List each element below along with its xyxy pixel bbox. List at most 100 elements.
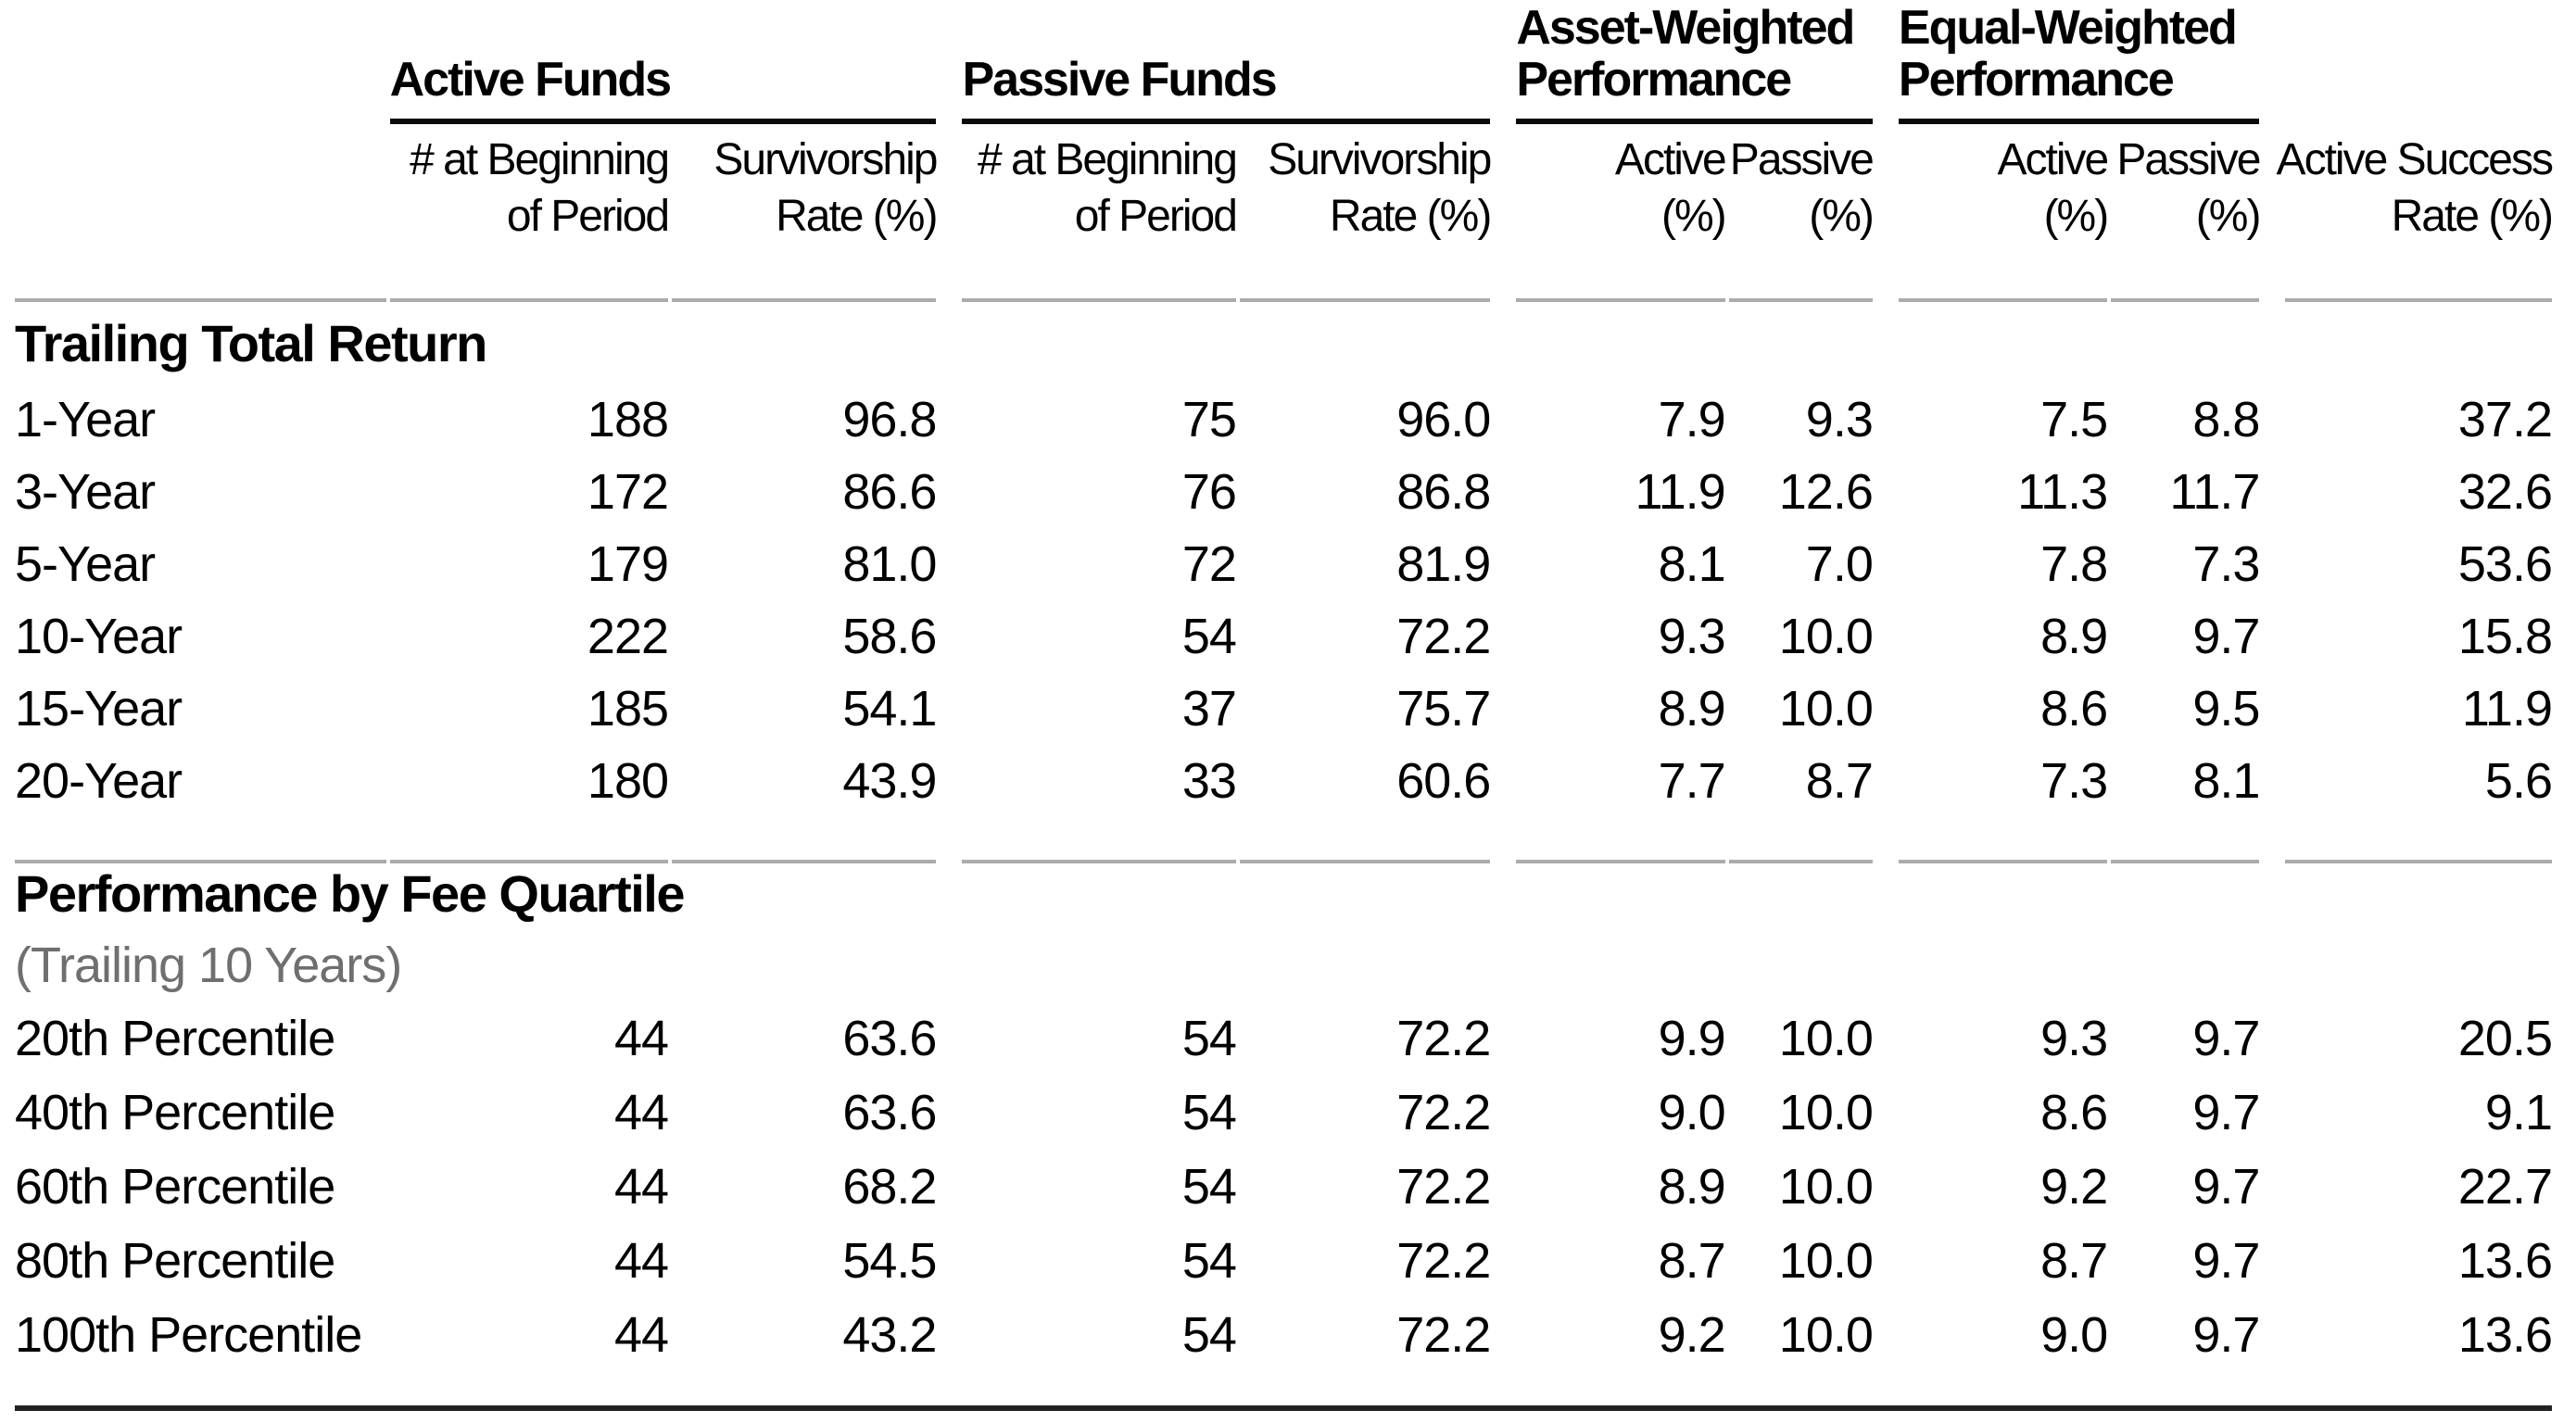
cell: 54.5 — [842, 1233, 937, 1289]
group-header-active-funds: Active Funds — [389, 0, 937, 124]
cell: 7.3 — [2192, 536, 2260, 592]
cell: 76 — [1181, 464, 1237, 520]
cell: 8.6 — [2040, 1085, 2108, 1140]
cell: 54.1 — [842, 681, 937, 737]
section-divider-rule — [15, 817, 2552, 863]
group-header-empty — [2285, 0, 2552, 124]
cell: 72.2 — [1396, 1307, 1491, 1363]
table-row-80th-percentile: 80th Percentile 44 54.5 54 72.2 8.7 10.0… — [15, 1224, 2553, 1298]
cell: 54 — [1181, 1307, 1237, 1363]
cell: 7.3 — [2040, 753, 2108, 809]
cell: 9.7 — [2192, 1011, 2260, 1066]
cell: 8.7 — [1805, 753, 1874, 809]
table-row-60th-percentile: 60th Percentile 44 68.2 54 72.2 8.9 10.0… — [15, 1150, 2553, 1224]
column-header-text: Passive (%) — [2116, 135, 2261, 241]
cell: 72 — [1181, 536, 1237, 592]
cell: 43.9 — [842, 753, 937, 809]
row-label: 10-Year — [15, 609, 183, 664]
cell: 9.7 — [2192, 609, 2260, 664]
cell: 8.1 — [1658, 536, 1726, 592]
column-header-text: Active Success Rate (%) — [2276, 135, 2554, 241]
cell: 96.0 — [1396, 392, 1491, 447]
cell: 11.9 — [2461, 681, 2553, 737]
column-header-text: Passive (%) — [1729, 135, 1875, 241]
column-header: Active (%) — [1898, 124, 2109, 302]
column-gap — [1494, 0, 1512, 124]
cell: 7.5 — [2040, 392, 2108, 447]
cell: 180 — [587, 753, 669, 809]
cell: 54 — [1181, 1085, 1237, 1140]
cell: 75.7 — [1396, 681, 1491, 737]
cell: 9.7 — [2192, 1159, 2260, 1215]
cell: 81.9 — [1396, 536, 1491, 592]
row-label: 15-Year — [15, 681, 183, 737]
cell: 22.7 — [2457, 1159, 2553, 1215]
table-row-15-year: 15-Year 185 54.1 37 75.7 8.9 10.0 8.6 9.… — [15, 673, 2553, 745]
column-gap — [940, 0, 958, 124]
cell: 72.2 — [1396, 1233, 1491, 1289]
group-header-equal-weighted: Equal-Weighted Performance — [1898, 0, 2260, 124]
group-header-passive-funds: Passive Funds — [962, 0, 1491, 124]
column-gap — [1876, 124, 1895, 302]
cell: 81.0 — [842, 536, 937, 592]
column-header: Survivorship Rate (%) — [1239, 124, 1492, 302]
cell: 9.7 — [2192, 1307, 2260, 1363]
column-header-text: # at Beginning of Period — [410, 135, 670, 241]
cell: 86.8 — [1396, 464, 1491, 520]
table-row-1-year: 1-Year 188 96.8 75 96.0 7.9 9.3 7.5 8.8 … — [15, 384, 2553, 456]
row-label-header — [15, 124, 386, 302]
cell: 11.7 — [2169, 464, 2260, 520]
cell: 54 — [1181, 1159, 1237, 1215]
row-label: 60th Percentile — [15, 1159, 335, 1215]
cell: 9.7 — [2192, 1233, 2260, 1289]
section-subtitle: (Trailing 10 Years) — [15, 938, 402, 993]
row-label: 100th Percentile — [15, 1307, 362, 1363]
cell: 11.3 — [2017, 464, 2108, 520]
cell: 222 — [587, 609, 669, 664]
cell: 8.7 — [1658, 1233, 1726, 1289]
column-header-text: Survivorship Rate (%) — [1268, 135, 1492, 241]
cell: 13.6 — [2457, 1233, 2553, 1289]
cell: 9.3 — [1658, 609, 1726, 664]
column-gap — [940, 124, 958, 302]
table-row-20th-percentile: 20th Percentile 44 63.6 54 72.2 9.9 10.0… — [15, 1001, 2553, 1076]
cell: 8.8 — [2192, 392, 2260, 447]
cell: 9.9 — [1658, 1011, 1726, 1066]
cell: 188 — [587, 392, 669, 447]
cell: 15.8 — [2457, 609, 2553, 664]
cell: 86.6 — [842, 464, 937, 520]
cell: 9.2 — [2040, 1159, 2108, 1215]
row-label: 5-Year — [15, 536, 156, 592]
cell: 8.9 — [2040, 609, 2108, 664]
cell: 63.6 — [842, 1011, 937, 1066]
cell: 43.2 — [842, 1307, 937, 1363]
cell: 96.8 — [842, 392, 937, 447]
cell: 10.0 — [1778, 1011, 1874, 1066]
cell: 10.0 — [1778, 609, 1874, 664]
cell: 54 — [1181, 1011, 1237, 1066]
cell: 8.7 — [2040, 1233, 2108, 1289]
cell: 7.8 — [2040, 536, 2108, 592]
cell: 172 — [587, 464, 669, 520]
cell: 37.2 — [2457, 392, 2553, 447]
row-label: 20-Year — [15, 753, 183, 809]
cell: 7.0 — [1805, 536, 1874, 592]
column-header: Survivorship Rate (%) — [672, 124, 938, 302]
cell: 44 — [613, 1085, 669, 1140]
cell: 8.6 — [2040, 681, 2108, 737]
cell: 32.6 — [2457, 464, 2553, 520]
cell: 9.0 — [2040, 1307, 2108, 1363]
cell: 10.0 — [1778, 681, 1874, 737]
cell: 185 — [587, 681, 669, 737]
table-bottom-rule — [15, 1372, 2552, 1411]
cell: 72.2 — [1396, 609, 1491, 664]
cell: 8.9 — [1658, 1159, 1726, 1215]
table-row-10-year: 10-Year 222 58.6 54 72.2 9.3 10.0 8.9 9.… — [15, 600, 2553, 673]
cell: 44 — [613, 1307, 669, 1363]
section-title-row: Performance by Fee Quartile — [15, 863, 2552, 929]
cell: 10.0 — [1778, 1307, 1874, 1363]
cell: 20.5 — [2457, 1011, 2553, 1066]
cell: 10.0 — [1778, 1233, 1874, 1289]
cell: 58.6 — [842, 609, 937, 664]
